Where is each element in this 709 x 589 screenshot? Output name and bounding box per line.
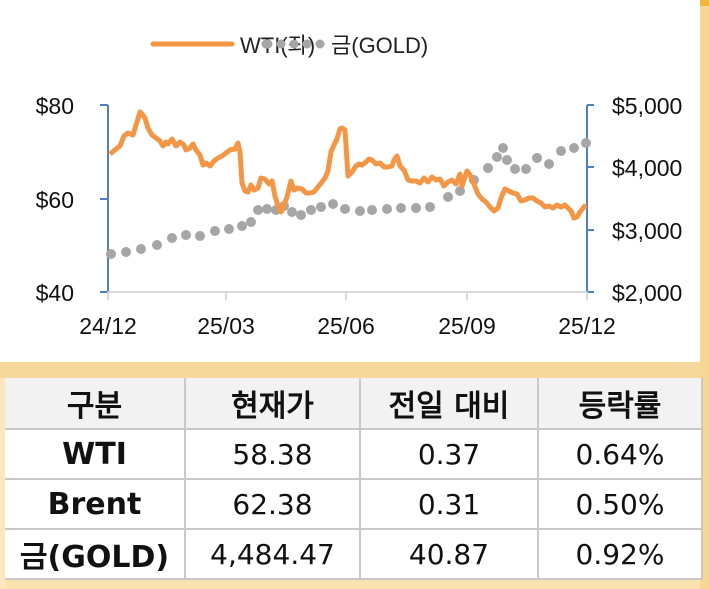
row-change: 40.87 (359, 528, 539, 580)
x-tick-2509: 25/09 (438, 313, 496, 339)
right-axis: $5,000 $4,000 $3,000 $2,000 (586, 93, 682, 306)
right-tick-4000: $4,000 (612, 155, 682, 181)
x-tick-2412: 24/12 (79, 313, 137, 339)
table-row: 금(GOLD) 4,484.47 40.87 0.92% (5, 528, 703, 580)
header-rate: 등락률 (537, 378, 703, 430)
left-axis: $80 $60 $40 (36, 93, 109, 306)
row-rate: 0.64% (537, 428, 703, 480)
row-price: 62.38 (184, 478, 361, 530)
row-price: 58.38 (184, 428, 361, 480)
gold-dots-legend (263, 39, 325, 49)
legend-gold-label: 금(GOLD) (331, 33, 428, 58)
wti-series (108, 109, 588, 221)
right-tick-3000: $3,000 (612, 218, 682, 244)
price-chart: WTI(좌) (36, 33, 683, 339)
right-accent-strip (700, 0, 709, 589)
x-tick-2506: 25/06 (317, 313, 375, 339)
section-divider-band (0, 362, 700, 378)
left-accent-strip (0, 378, 5, 589)
left-tick-60: $60 (36, 187, 74, 213)
right-tick-2000: $2,000 (612, 280, 682, 306)
header-category: 구분 (5, 378, 186, 430)
chart-panel: WTI(좌) (0, 0, 700, 362)
x-tick-2512: 25/12 (558, 313, 616, 339)
row-change: 0.31 (359, 478, 539, 530)
left-tick-40: $40 (36, 280, 74, 306)
row-rate: 0.92% (537, 528, 703, 580)
left-tick-80: $80 (36, 93, 74, 119)
row-price: 4,484.47 (184, 528, 361, 580)
table-row: WTI 58.38 0.37 0.64% (5, 428, 703, 480)
x-axis: 24/12 25/03 25/06 25/09 25/12 (79, 291, 616, 339)
row-rate: 0.50% (537, 478, 703, 530)
header-price: 현재가 (184, 378, 361, 430)
right-tick-5000: $5,000 (612, 93, 682, 119)
header-change: 전일 대비 (359, 378, 539, 430)
row-change: 0.37 (359, 428, 539, 480)
gold-series (106, 138, 591, 259)
table-header-row: 구분 현재가 전일 대비 등락률 (5, 378, 703, 430)
x-tick-2503: 25/03 (197, 313, 255, 339)
row-name: 금(GOLD) (5, 528, 186, 580)
row-name: WTI (5, 428, 186, 480)
price-table: 구분 현재가 전일 대비 등락률 WTI 58.38 0.37 0.64% Br… (5, 378, 703, 580)
row-name: Brent (5, 478, 186, 530)
table-row: Brent 62.38 0.31 0.50% (5, 478, 703, 530)
